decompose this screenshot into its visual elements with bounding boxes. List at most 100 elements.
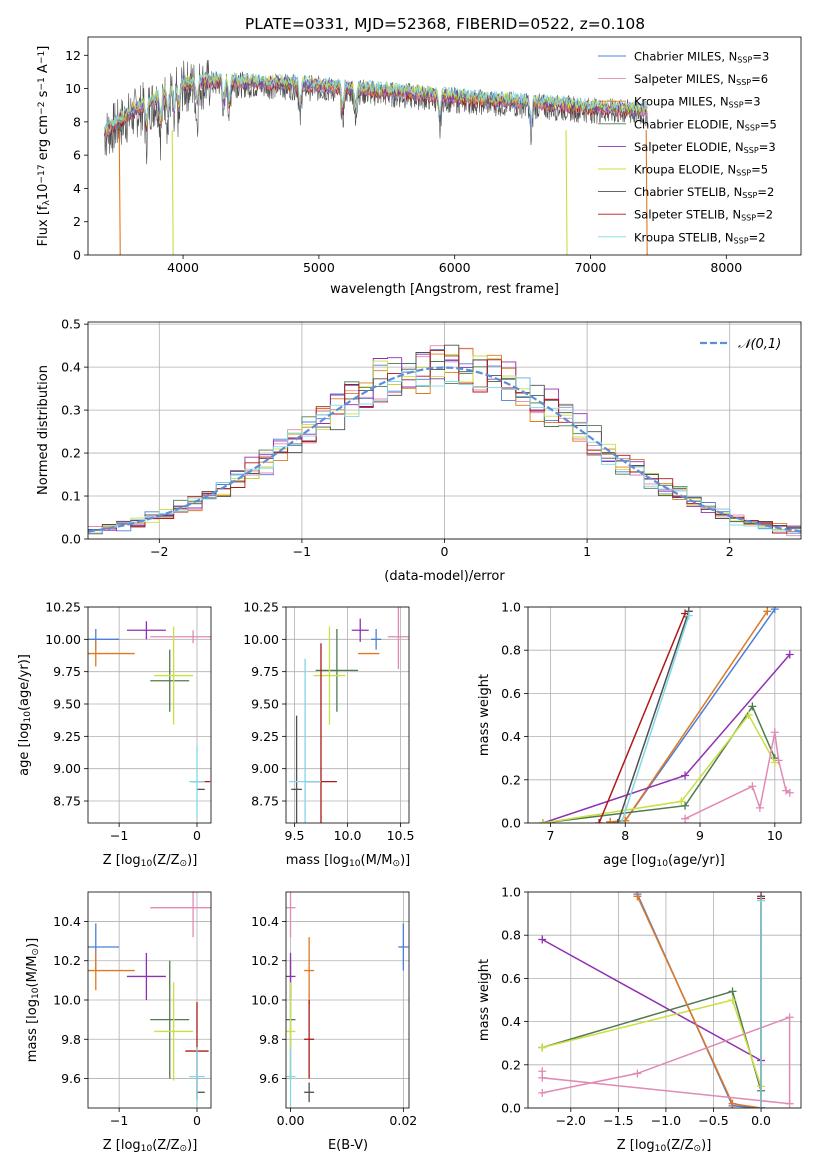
histogram-step <box>88 344 801 531</box>
weight-marker <box>538 1088 547 1097</box>
y-axis-label-part: ] <box>36 46 51 51</box>
x-axis-label-part: 10 <box>349 859 361 869</box>
plot-area <box>538 892 794 1108</box>
x-tick-label: 0.0 <box>751 1113 771 1128</box>
y-tick-label: 1.0 <box>501 885 521 900</box>
x-tick-label: 4000 <box>167 260 199 275</box>
y-axis-label: mass weight <box>477 959 492 1041</box>
weight-marker <box>785 650 794 659</box>
plot-area <box>289 607 409 823</box>
y-tick-label: 0.4 <box>501 729 521 744</box>
y-tick-label: 9.6 <box>61 1071 81 1086</box>
spectrum-edge <box>645 130 648 255</box>
y-tick-label: 0.2 <box>501 772 521 787</box>
axes-frame <box>527 891 802 1109</box>
y-tick-label: 9.75 <box>53 664 81 679</box>
y-tick-label: 8 <box>73 114 81 129</box>
y-tick-label: 9.50 <box>53 697 81 712</box>
x-tick-label: 7 <box>546 828 554 843</box>
axes-frame <box>87 606 212 824</box>
x-axis-label-part: ⊙ <box>392 859 400 869</box>
weight-marker <box>785 1099 794 1108</box>
x-axis-label-part: (age/yr)] <box>668 853 725 868</box>
legend-label-part: =6 <box>751 72 768 86</box>
y-axis-label-part: A <box>36 64 51 77</box>
y-axis-label-part: (age/yr)] <box>17 654 32 711</box>
weight-marker <box>770 728 779 737</box>
weight-marker <box>681 771 690 780</box>
x-tick-label: 7000 <box>575 260 607 275</box>
weight-marker <box>757 1104 766 1108</box>
legend-label-part: SSP <box>742 191 757 200</box>
x-tick-label: −1 <box>293 544 311 559</box>
x-axis-label-part: ⊙ <box>180 859 188 869</box>
y-tick-label: 10.2 <box>53 953 81 968</box>
plot-area <box>538 607 794 823</box>
y-tick-label: 1.0 <box>501 600 521 615</box>
legend-label-part: Chabrier STELIB, N <box>634 185 742 199</box>
x-axis-label-part: 10 <box>656 859 668 869</box>
y-axis-label: age [log10(age/yr)] <box>17 654 33 776</box>
x-axis-label-part: ⊙ <box>694 1144 702 1154</box>
x-axis-label: wavelength [Angstrom, rest frame] <box>330 282 559 297</box>
y-axis-label-part: 10 <box>23 711 33 723</box>
y-axis-label-part: −1 <box>37 51 47 64</box>
weight-marker <box>748 702 757 711</box>
y-tick-label: 9.50 <box>251 697 279 712</box>
x-axis-label: Z [log10(Z/Z⊙)] <box>103 853 198 869</box>
weight-marker <box>538 1043 547 1052</box>
x-tick-label: −1 <box>110 1113 128 1128</box>
y-tick-label: 0.1 <box>61 489 81 504</box>
x-tick-label: −1.0 <box>651 1113 681 1128</box>
weight-line <box>542 713 776 823</box>
y-axis-label-part: −2 <box>37 102 47 115</box>
y-tick-label: 9.75 <box>251 664 279 679</box>
plot-area <box>286 892 409 1107</box>
y-tick-label: 10.4 <box>53 914 81 929</box>
legend-label-part: SSP <box>737 56 752 65</box>
y-axis-label-part: 10 <box>36 184 51 201</box>
y-axis-label-part: mass [log <box>25 999 40 1062</box>
axes-frame <box>87 36 802 256</box>
y-axis-label-part: erg cm <box>36 115 51 164</box>
y-tick-label: 9.8 <box>259 1032 279 1047</box>
x-axis-label-part: 10 <box>141 1144 153 1154</box>
y-tick-label: 9.6 <box>259 1071 279 1086</box>
spectrum-edge <box>171 130 174 255</box>
y-tick-label: 0.2 <box>501 1057 521 1072</box>
x-axis-label: Z [log10(Z/Z⊙)] <box>617 1138 712 1154</box>
weight-marker <box>538 1067 547 1076</box>
legend-label-part: =2 <box>757 185 774 199</box>
legend-label-part: Chabrier MILES, N <box>634 50 737 64</box>
x-tick-label: −1.5 <box>603 1113 633 1128</box>
y-tick-label: 4 <box>73 181 81 196</box>
weight-marker <box>681 801 690 810</box>
panel-mass-weight-Z: −2.0 −1.5 −1.0 −0.5 0.0 0.0 0.2 0.4 0.6 0.8 1.0 Z [… <box>477 885 802 1154</box>
x-axis-label-part: Z [log <box>617 1138 655 1153</box>
y-tick-label: 10.0 <box>53 993 81 1008</box>
legend-label-part: Kroupa ELODIE, N <box>634 163 736 177</box>
x-tick-label: −1 <box>110 828 128 843</box>
x-axis-label-part: Z [log <box>103 853 141 868</box>
legend-label-part: Kroupa MILES, N <box>634 95 729 109</box>
weight-marker <box>595 819 604 823</box>
legend-label-part: =3 <box>752 50 769 64</box>
x-tick-label: 0.02 <box>389 1113 417 1128</box>
legend-label-part: SSP <box>736 78 751 87</box>
y-tick-label: 8.75 <box>53 794 81 809</box>
x-axis-label-part: ⊙ <box>180 1144 188 1154</box>
y-tick-label: 9.8 <box>61 1032 81 1047</box>
legend-label: Chabrier STELIB, NSSP=2 <box>634 185 774 200</box>
legend-label: Kroupa ELODIE, NSSP=5 <box>634 163 768 178</box>
weight-marker <box>770 607 779 614</box>
legend-label-part: SSP <box>734 236 749 245</box>
x-axis-label: Z [log10(Z/Z⊙)] <box>103 1138 198 1154</box>
x-tick-label: 0 <box>193 1113 201 1128</box>
legend-label-part: =3 <box>759 140 776 154</box>
legend-label-part: =2 <box>749 230 766 244</box>
weight-marker <box>755 803 764 812</box>
weight-marker <box>763 607 772 616</box>
y-tick-label: 0.0 <box>501 1101 521 1116</box>
